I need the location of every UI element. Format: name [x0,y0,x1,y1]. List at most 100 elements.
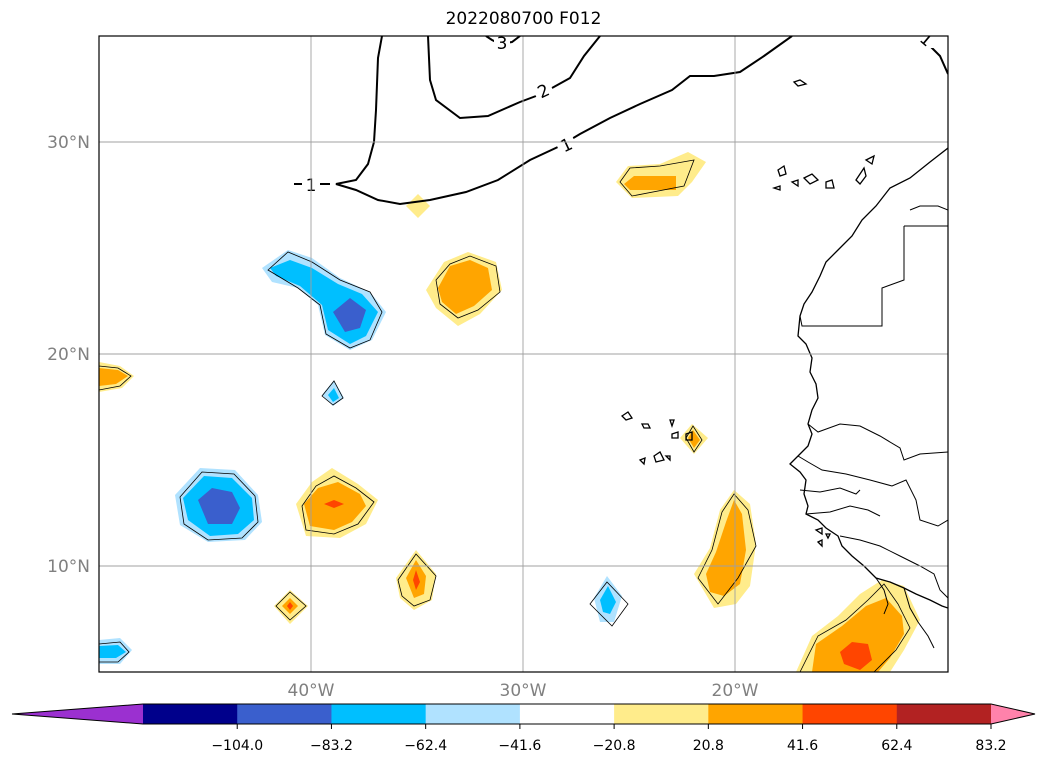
negative-anomaly-blob [99,645,126,658]
colorbar-tick-label: 41.6 [787,738,818,754]
island [792,79,808,87]
colorbar-segment [896,704,992,724]
negative-anomaly-blob [600,586,616,614]
contour-label-bg [494,36,510,52]
country-border [903,587,935,649]
island [671,431,679,439]
colorbar-extend-high [991,704,1035,724]
anomaly-outline [301,475,375,535]
lon-label: 20°W [712,681,759,701]
colorbar-ticks: −104.0 −83.2 −62.4 −41.6 −20.8 20.8 41.6 62.4 83… [211,724,1007,754]
colorbar-segment [519,704,615,724]
country-border [797,455,948,527]
anomaly-outline [697,493,757,605]
island [814,527,823,536]
positive-anomaly-blob [688,430,700,448]
contour-line-1 [335,36,793,206]
country-border [799,226,905,327]
anomaly-outline [267,251,383,349]
island [664,455,671,462]
island [653,451,665,463]
anomaly-outline [179,471,259,541]
country-border [807,423,948,461]
positive-anomaly-blob [812,598,904,672]
colorbar-segments [12,704,1035,724]
contour-label-bg [553,131,579,157]
contour-label-bg [530,77,556,103]
colorbar-tick-label: 62.4 [881,738,912,754]
anomaly-outline [275,591,307,621]
country-border [909,205,948,211]
colorbar-segment [331,704,427,724]
colorbar: −104.0 −83.2 −62.4 −41.6 −20.8 20.8 41.6 62.4 83… [11,703,1036,754]
contour-label: 3 [497,34,508,54]
positive-anomaly-blob [624,176,676,190]
border-layer [797,205,948,649]
island [824,533,832,540]
colorbar-segment [237,704,332,724]
lon-label: 30°W [500,681,547,701]
colorbar-tick-label: −83.2 [310,738,353,754]
anomaly-outline [589,581,629,627]
positive-anomaly-core [287,602,293,610]
country-border [875,577,889,615]
island [816,538,823,548]
island [638,456,646,466]
lon-label: 40°W [288,681,335,701]
island [685,431,693,441]
positive-anomaly-core [324,500,344,508]
island [790,179,799,188]
anomaly-outline [321,380,344,406]
positive-anomaly-blob [438,260,492,314]
contour-label-bg [918,36,934,48]
island [802,173,820,185]
colorbar-segment [802,704,898,724]
colorbar-tick-label: −41.6 [498,738,541,754]
island [771,185,781,191]
anomaly-outline [799,583,911,672]
map-title: 2022080700 F012 [445,9,602,29]
colorbar-tick-label: −104.0 [211,738,263,754]
island [855,166,867,185]
country-border [805,505,881,517]
colorbar-segment [425,704,521,724]
plot-frame [98,35,949,673]
island [620,411,634,421]
colorbar-segment [143,704,238,724]
anomaly-outline [397,553,437,607]
negative-anomaly-core [333,298,366,332]
island [777,164,787,177]
longitude-labels: 40°W 30°W 20°W [288,681,759,701]
anomaly-outline [99,365,132,391]
island [864,154,875,166]
colorbar-segment [614,704,709,724]
island [669,419,675,429]
colorbar-tick-label: −62.4 [404,738,447,754]
latitude-labels: 30°N 20°N 10°N [47,133,90,577]
positive-anomaly-core [413,570,420,590]
positive-anomaly-core [840,642,872,670]
lat-label: 10°N [47,557,90,577]
colorbar-tick-label: 83.2 [975,738,1006,754]
lat-label: 30°N [47,133,90,153]
contour-line-2 [427,36,601,120]
colorbar-tick-label: −20.8 [593,738,636,754]
negative-anomaly-core [198,488,240,524]
island [825,179,835,189]
contour-label-layer: 3 2 1 1 1 [302,34,937,196]
country-border [839,535,948,599]
positive-anomaly-blob [706,500,746,596]
positive-anomaly-blob [99,368,128,386]
colorbar-extend-low [12,704,143,724]
country-border [799,487,861,495]
gridline-layer [99,36,948,672]
anomaly-outline [619,159,695,197]
colorbar-tick-label: 20.8 [693,738,724,754]
anomaly-outline [435,255,501,319]
colorbar-segment [708,704,804,724]
anomaly-fill-layer [99,152,920,672]
negative-anomaly-blob [328,388,339,402]
anomaly-outline [685,425,703,453]
colorbar-outline [11,703,1036,725]
